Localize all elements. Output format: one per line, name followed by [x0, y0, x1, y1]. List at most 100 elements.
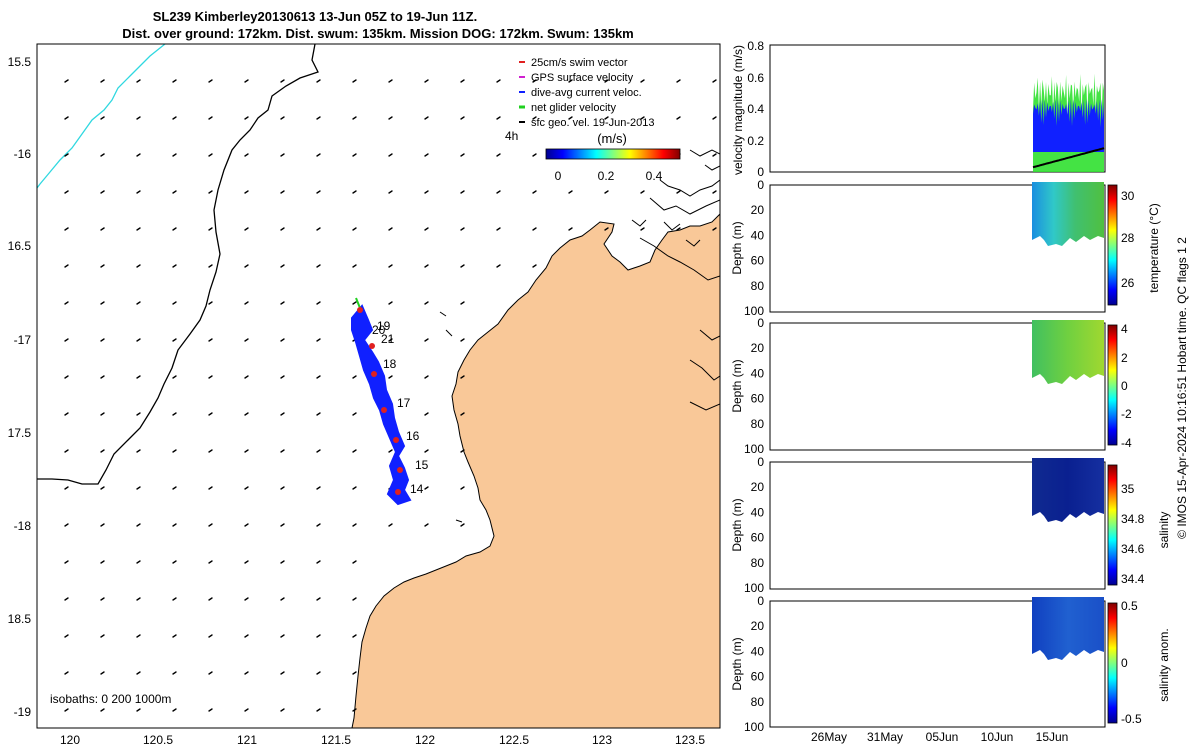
current-vector — [280, 523, 285, 527]
current-vector — [100, 264, 105, 268]
lat-tick: -16 — [14, 147, 32, 161]
current-vector — [532, 264, 537, 268]
day-label: 19 — [377, 319, 391, 333]
current-vector — [352, 227, 357, 231]
current-vector — [100, 79, 105, 83]
depth-tick: 100 — [744, 581, 764, 595]
temp-anomaly-field — [1032, 320, 1104, 384]
current-vector — [136, 79, 141, 83]
glider-track — [351, 297, 412, 506]
current-vector — [172, 412, 177, 416]
current-vector — [712, 116, 717, 120]
current-vector — [316, 375, 321, 379]
lat-tick: -18 — [14, 519, 32, 533]
salinity-anomaly-cbar-tick: 0.5 — [1121, 599, 1138, 613]
current-vector — [172, 671, 177, 675]
current-vector — [496, 264, 501, 268]
salinity-label: salinity — [1157, 512, 1171, 549]
current-vector — [280, 486, 285, 490]
map-legend: 25cm/s swim vector GPS surface velocity … — [505, 57, 681, 183]
current-vector — [64, 338, 69, 342]
temperature-label: temperature (°C) — [1147, 203, 1161, 293]
depth-tick: 100 — [744, 304, 764, 318]
current-vector — [460, 79, 465, 83]
current-vector — [172, 116, 177, 120]
current-vector — [424, 449, 429, 453]
temp-anomaly-cbar-tick: -4 — [1121, 436, 1132, 450]
current-vector — [100, 597, 105, 601]
current-vector — [676, 79, 681, 83]
current-vector — [208, 560, 213, 564]
current-vector — [208, 523, 213, 527]
current-vector — [424, 79, 429, 83]
current-vector — [244, 412, 249, 416]
current-vector — [352, 671, 357, 675]
current-vector — [532, 190, 537, 194]
current-vector — [280, 412, 285, 416]
current-vector — [136, 523, 141, 527]
current-vector — [352, 264, 357, 268]
current-vector — [244, 708, 249, 712]
current-vector — [316, 523, 321, 527]
current-vector — [496, 227, 501, 231]
current-vector — [64, 79, 69, 83]
depth-tick: 80 — [751, 556, 765, 570]
current-vector — [136, 708, 141, 712]
track-dive-avg-current — [351, 304, 412, 506]
current-vector — [64, 634, 69, 638]
current-vector — [388, 264, 393, 268]
legend-label: dive-avg current veloc. — [531, 87, 642, 99]
temp-anomaly-cbar-tick: 0 — [1121, 379, 1128, 393]
current-vector — [568, 116, 573, 120]
current-vector — [388, 153, 393, 157]
current-vector — [64, 486, 69, 490]
current-vector — [64, 597, 69, 601]
current-vector — [424, 227, 429, 231]
depth-tick: 40 — [751, 228, 765, 242]
current-vector — [136, 338, 141, 342]
coast-detail — [639, 179, 720, 411]
temp-anomaly-cbar-tick: 2 — [1121, 351, 1128, 365]
colorbar-title: (m/s) — [597, 131, 627, 146]
current-vector — [532, 79, 537, 83]
depth-tick: 60 — [751, 531, 765, 545]
current-vector — [640, 227, 645, 231]
current-vector — [316, 264, 321, 268]
current-vector — [316, 301, 321, 305]
current-vector — [352, 597, 357, 601]
current-vector — [64, 449, 69, 453]
salinity-anomaly-field — [1032, 597, 1104, 660]
current-vector — [172, 153, 177, 157]
track-net-velocity — [355, 297, 361, 309]
current-vector — [388, 375, 393, 379]
current-vector — [352, 153, 357, 157]
current-vector — [172, 486, 177, 490]
depth-tick: 20 — [751, 341, 765, 355]
current-vector — [100, 338, 105, 342]
depth-tick: 100 — [744, 442, 764, 456]
lat-tick: -17 — [14, 333, 32, 347]
current-vector — [532, 153, 537, 157]
current-vector — [712, 79, 717, 83]
current-vector — [100, 190, 105, 194]
lat-tick: -19 — [14, 705, 32, 719]
current-vector — [136, 449, 141, 453]
current-vector — [316, 449, 321, 453]
current-vector — [424, 153, 429, 157]
velocity-yaxis: 0.8 0.6 0.4 0.2 0 — [747, 39, 764, 179]
current-vector — [316, 116, 321, 120]
current-vector — [172, 338, 177, 342]
depth-tick: 20 — [751, 480, 765, 494]
current-vector — [100, 486, 105, 490]
lon-axis: 120 120.5 121 121.5 122 122.5 123 123.5 — [60, 733, 705, 747]
current-vector — [244, 523, 249, 527]
current-vector — [460, 338, 465, 342]
depth-tick: 40 — [751, 505, 765, 519]
isobath-200m — [37, 44, 319, 485]
temp-anomaly-panel: 4 2 0 -2 -4 — [769, 320, 1132, 451]
current-vector — [460, 190, 465, 194]
lon-tick: 122 — [415, 733, 435, 747]
current-vector — [136, 301, 141, 305]
velocity-ytick: 0.8 — [747, 39, 764, 53]
velocity-series — [1032, 73, 1105, 172]
